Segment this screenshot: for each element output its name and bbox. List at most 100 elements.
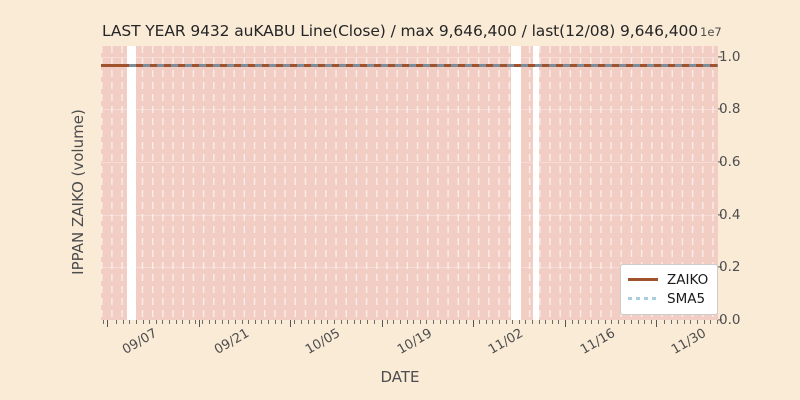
x-tick-minor-mark [525, 320, 527, 324]
x-tick-label: 11/02 [486, 326, 526, 358]
x-tick-minor-mark [142, 320, 144, 324]
x-tick-minor-mark [598, 320, 600, 324]
x-tick-minor-mark [254, 320, 256, 324]
x-tick-minor-mark [426, 320, 428, 324]
x-tick-minor-mark [129, 320, 131, 324]
x-tick-minor-mark [202, 320, 204, 324]
x-tick-minor-mark [162, 320, 164, 324]
x-tick-minor-mark [518, 320, 520, 324]
x-tick-minor-mark [571, 320, 573, 324]
x-tick-minor-mark [149, 320, 151, 324]
y-tick-label: 0.2 [719, 259, 741, 276]
x-tick-minor-mark [235, 320, 237, 324]
y-tick-label: 0.6 [719, 153, 741, 170]
x-tick-minor-mark [512, 320, 514, 324]
x-tick-minor-mark [664, 320, 666, 324]
x-tick-minor-mark [136, 320, 138, 324]
y-axis-label: IPPAN ZAIKO (volume) [69, 109, 87, 275]
x-tick-minor-mark [419, 320, 421, 324]
legend-item-sma5[interactable]: SMA5 [628, 289, 710, 308]
x-tick-minor-mark [373, 320, 375, 324]
x-tick-minor-mark [353, 320, 355, 324]
x-tick-minor-mark [505, 320, 507, 324]
x-axis-label: DATE [380, 368, 420, 386]
x-tick-minor-mark [208, 320, 210, 324]
y-axis-offset-label: 1e7 [700, 25, 722, 39]
data-band [136, 46, 512, 320]
x-tick-minor-mark [690, 320, 692, 324]
x-tick-minor-mark [697, 320, 699, 324]
y-tick-label: 1.0 [719, 48, 741, 65]
x-tick-mark [290, 320, 292, 327]
x-tick-minor-mark [413, 320, 415, 324]
x-tick-minor-mark [327, 320, 329, 324]
x-tick-minor-mark [578, 320, 580, 324]
x-tick-minor-mark [155, 320, 157, 324]
x-tick-minor-mark [538, 320, 540, 324]
x-tick-minor-mark [169, 320, 171, 324]
legend-item-zaiko[interactable]: ZAIKO [628, 270, 710, 289]
chart-legend[interactable]: ZAIKO SMA5 [620, 264, 718, 315]
x-tick-minor-mark [340, 320, 342, 324]
x-tick-minor-mark [532, 320, 534, 324]
x-tick-minor-mark [479, 320, 481, 324]
x-tick-minor-mark [281, 320, 283, 324]
legend-label-sma5: SMA5 [667, 290, 706, 307]
data-band [101, 46, 127, 320]
x-tick-mark [107, 320, 109, 327]
legend-swatch-zaiko-icon [628, 278, 658, 281]
x-tick-minor-mark [604, 320, 606, 324]
x-tick-minor-mark [307, 320, 309, 324]
x-tick-minor-mark [466, 320, 468, 324]
x-tick-minor-mark [182, 320, 184, 324]
x-tick-minor-mark [248, 320, 250, 324]
x-tick-minor-mark [116, 320, 118, 324]
y-tick-mark [718, 319, 722, 321]
x-tick-minor-mark [314, 320, 316, 324]
x-tick-minor-mark [367, 320, 369, 324]
x-tick-mark [381, 320, 383, 327]
x-tick-minor-mark [221, 320, 223, 324]
x-tick-minor-mark [584, 320, 586, 324]
x-tick-minor-mark [485, 320, 487, 324]
x-tick-minor-mark [439, 320, 441, 324]
y-tick-label: 0.0 [719, 312, 741, 328]
x-tick-minor-mark [400, 320, 402, 324]
x-tick-label: 09/21 [211, 326, 252, 358]
y-tick-mark [718, 161, 722, 163]
x-tick-minor-mark [637, 320, 639, 324]
x-tick-label: 10/05 [303, 326, 343, 358]
x-tick-minor-mark [446, 320, 448, 324]
x-tick-minor-mark [683, 320, 685, 324]
x-tick-label: 09/07 [120, 326, 160, 358]
x-tick-minor-mark [452, 320, 454, 324]
y-tick-mark [718, 214, 722, 216]
x-tick-minor-mark [459, 320, 461, 324]
x-tick-minor-mark [406, 320, 408, 324]
x-tick-minor-mark [195, 320, 197, 324]
x-tick-minor-mark [393, 320, 395, 324]
x-tick-minor-mark [716, 320, 718, 324]
x-tick-minor-mark [241, 320, 243, 324]
x-tick-minor-mark [294, 320, 296, 324]
x-tick-minor-mark [670, 320, 672, 324]
x-tick-minor-mark [261, 320, 263, 324]
y-tick-mark [718, 55, 722, 58]
x-tick-minor-mark [360, 320, 362, 324]
y-tick-mark [718, 108, 722, 110]
x-tick-minor-mark [551, 320, 553, 324]
legend-label-zaiko: ZAIKO [667, 271, 709, 288]
x-tick-minor-mark [301, 320, 303, 324]
x-tick-minor-mark [268, 320, 270, 324]
x-tick-minor-mark [386, 320, 388, 324]
x-tick-label: 10/19 [394, 326, 435, 358]
x-tick-label: 11/16 [577, 326, 618, 358]
x-tick-mark [656, 320, 658, 327]
x-tick-label: 11/30 [669, 326, 709, 358]
x-tick-minor-mark [624, 320, 626, 324]
x-tick-minor-mark [499, 320, 501, 324]
x-tick-minor-mark [650, 320, 652, 324]
data-band [521, 46, 533, 320]
x-tick-minor-mark [545, 320, 547, 324]
